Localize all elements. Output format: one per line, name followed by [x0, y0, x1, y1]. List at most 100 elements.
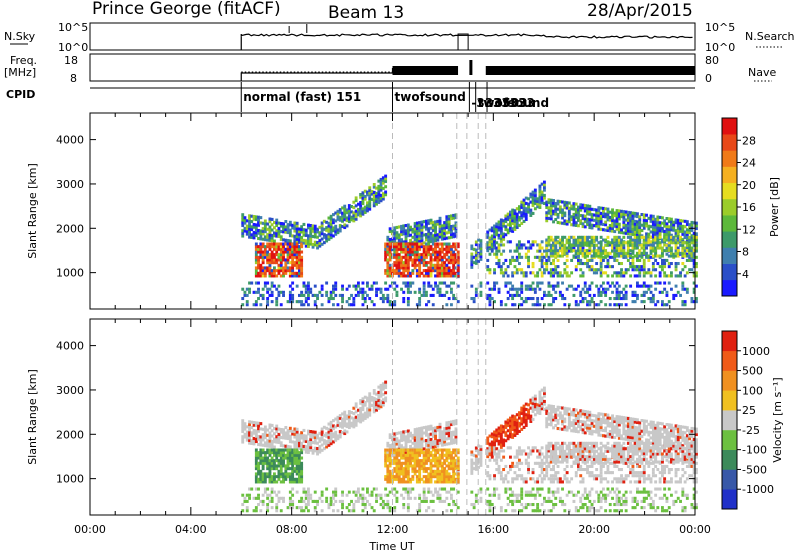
heatmap-cell [668, 300, 671, 303]
heatmap-cell [579, 294, 582, 297]
heatmap-cell [539, 206, 542, 209]
heatmap-cell [259, 303, 262, 306]
heatmap-cell [543, 181, 546, 184]
heatmap-cell [561, 274, 564, 277]
heatmap-cell [645, 291, 648, 294]
heatmap-cell [334, 288, 337, 291]
heatmap-cell [588, 247, 591, 250]
heatmap-cell [275, 509, 278, 512]
heatmap-cell [661, 268, 664, 271]
heatmap-cell [303, 429, 306, 432]
heatmap-cell [284, 478, 287, 481]
colorbar-tick-label: 16 [742, 201, 756, 214]
heatmap-cell [352, 297, 355, 300]
heatmap-cell [670, 271, 673, 274]
heatmap-cell [393, 506, 396, 509]
heatmap-cell [368, 186, 371, 189]
heatmap-cell [407, 494, 410, 497]
heatmap-cell [430, 272, 433, 275]
heatmap-cell [384, 488, 387, 491]
heatmap-cell [579, 291, 582, 294]
heatmap-cell [480, 253, 483, 256]
heatmap-cell [291, 269, 294, 272]
heatmap-cell [434, 228, 437, 231]
heatmap-cell [314, 285, 317, 288]
heatmap-cell [677, 249, 680, 252]
heatmap-cell [595, 236, 598, 239]
heatmap-cell [298, 454, 301, 457]
heatmap-cell [568, 212, 571, 215]
beam-label: Beam 13 [328, 3, 404, 23]
heatmap-cell [672, 297, 675, 300]
heatmap-cell [407, 288, 410, 291]
freq-block [393, 66, 459, 75]
heatmap-cell [670, 247, 673, 250]
heatmap-cell [396, 294, 399, 297]
heatmap-cell [607, 236, 610, 239]
cpid-mode-label: twofsound [395, 90, 466, 104]
colorbar-segment [722, 118, 737, 134]
heatmap-cell [355, 218, 358, 221]
colorbar-segment [722, 150, 737, 166]
heatmap-cell [445, 303, 448, 306]
heatmap-cell [425, 303, 428, 306]
heatmap-cell [654, 268, 657, 271]
heatmap-cell [489, 268, 492, 271]
heatmap-cell [582, 274, 585, 277]
colorbar-segment [722, 247, 737, 263]
heatmap-cell [389, 491, 392, 494]
heatmap-cell [650, 271, 653, 274]
heatmap-cell [305, 437, 308, 440]
heatmap-cell [348, 297, 351, 300]
heatmap-cell [661, 216, 664, 219]
heatmap-cell [248, 291, 251, 294]
heatmap-cell [491, 456, 494, 459]
heatmap-cell [382, 500, 385, 503]
heatmap-cell [384, 193, 387, 196]
heatmap-cell [663, 271, 666, 274]
heatmap-cell [364, 503, 367, 506]
heatmap-cell [300, 256, 303, 259]
heatmap-cell [593, 294, 596, 297]
nsky-gap-box [458, 34, 468, 50]
heatmap-cell [325, 291, 328, 294]
heatmap-cell [552, 259, 555, 262]
heatmap-cell [334, 294, 337, 297]
heatmap-cell [643, 262, 646, 265]
heatmap-cell [362, 294, 365, 297]
heatmap-cell [452, 488, 455, 491]
heatmap-cell [269, 494, 272, 497]
heatmap-cell [300, 272, 303, 275]
heatmap-cell [647, 259, 650, 262]
heatmap-cell [591, 259, 594, 262]
heatmap-cell [262, 297, 265, 300]
heatmap-cell [625, 294, 628, 297]
heatmap-cell [557, 259, 560, 262]
heatmap-cell [632, 262, 635, 265]
heatmap-cell [430, 285, 433, 288]
heatmap-cell [543, 291, 546, 294]
heatmap-cell [314, 431, 317, 434]
heatmap-cell [414, 261, 417, 264]
heatmap-cell [407, 506, 410, 509]
heatmap-cell [600, 294, 603, 297]
heatmap-cell [380, 288, 383, 291]
heatmap-cell [341, 494, 344, 497]
heatmap-cell [691, 268, 694, 271]
heatmap-cell [303, 282, 306, 285]
heatmap-cell [418, 497, 421, 500]
heatmap-cell [566, 288, 569, 291]
heatmap-cell [384, 282, 387, 285]
heatmap-cell [475, 500, 478, 503]
heatmap-cell [418, 264, 421, 267]
heatmap-cell [675, 285, 678, 288]
heatmap-cell [241, 419, 244, 422]
heatmap-cell [609, 285, 612, 288]
heatmap-cell [443, 294, 446, 297]
heatmap-cell [552, 274, 555, 277]
heatmap-cell [375, 291, 378, 294]
heatmap-cell [520, 303, 523, 306]
heatmap-cell [500, 303, 503, 306]
heatmap-cell [577, 285, 580, 288]
heatmap-cell [273, 266, 276, 269]
